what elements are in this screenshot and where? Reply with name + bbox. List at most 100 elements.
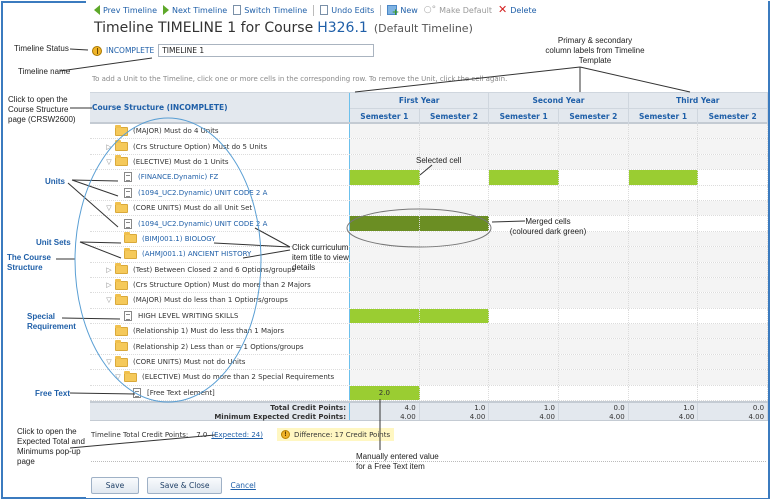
timeline-cell[interactable] bbox=[698, 185, 769, 200]
timeline-cell[interactable] bbox=[698, 200, 769, 216]
timeline-cell[interactable] bbox=[419, 200, 490, 216]
timeline-cell[interactable] bbox=[628, 185, 699, 200]
course-structure-link[interactable]: Course Structure (INCOMPLETE) bbox=[90, 93, 350, 122]
timeline-cell[interactable] bbox=[559, 277, 629, 293]
timeline-cell[interactable] bbox=[559, 262, 629, 277]
timeline-cell[interactable] bbox=[698, 324, 769, 339]
timeline-cell[interactable] bbox=[559, 370, 629, 385]
next-timeline-button[interactable]: Next Timeline bbox=[163, 5, 227, 15]
curriculum-item-link[interactable]: (AHMJ001.1) ANCIENT HISTORY bbox=[142, 250, 252, 259]
course-code-link[interactable]: H326.1 bbox=[317, 20, 368, 36]
timeline-cell[interactable] bbox=[350, 185, 420, 200]
new-button[interactable]: New bbox=[387, 5, 418, 18]
timeline-cell[interactable] bbox=[698, 154, 769, 170]
selected-cell[interactable] bbox=[628, 170, 699, 185]
selected-cell[interactable] bbox=[419, 308, 490, 324]
timeline-cell[interactable] bbox=[489, 231, 560, 247]
merged-cell[interactable] bbox=[419, 216, 490, 231]
timeline-cell[interactable] bbox=[698, 216, 769, 231]
timeline-cell[interactable] bbox=[350, 139, 420, 154]
timeline-cell[interactable] bbox=[419, 170, 490, 185]
timeline-cell[interactable] bbox=[350, 247, 420, 262]
timeline-cell[interactable] bbox=[628, 139, 699, 154]
timeline-cell[interactable] bbox=[350, 200, 420, 216]
timeline-cell[interactable] bbox=[628, 293, 699, 308]
timeline-cell[interactable] bbox=[419, 154, 490, 170]
timeline-cell[interactable] bbox=[698, 293, 769, 308]
timeline-cell[interactable] bbox=[559, 293, 629, 308]
timeline-cell[interactable] bbox=[559, 354, 629, 370]
merged-cell[interactable] bbox=[350, 216, 420, 231]
save-close-button[interactable]: Save & Close bbox=[147, 477, 223, 494]
timeline-cell[interactable] bbox=[628, 385, 699, 401]
timeline-cell[interactable] bbox=[559, 124, 629, 139]
timeline-cell[interactable] bbox=[350, 277, 420, 293]
timeline-cell[interactable] bbox=[559, 247, 629, 262]
timeline-cell[interactable] bbox=[559, 231, 629, 247]
selected-cell[interactable] bbox=[350, 170, 420, 185]
expand-toggle-icon[interactable]: ▷ bbox=[106, 142, 112, 151]
collapse-toggle-icon[interactable]: ▽ bbox=[106, 358, 112, 367]
timeline-cell[interactable] bbox=[419, 277, 490, 293]
timeline-cell[interactable] bbox=[698, 385, 769, 401]
timeline-cell[interactable] bbox=[350, 262, 420, 277]
timeline-cell[interactable] bbox=[350, 124, 420, 139]
timeline-cell[interactable] bbox=[698, 170, 769, 185]
timeline-cell[interactable] bbox=[489, 247, 560, 262]
curriculum-item-link[interactable]: (BIMJ001.1) BIOLOGY bbox=[142, 234, 216, 243]
curriculum-item-link[interactable]: (FINANCE.Dynamic) FZ bbox=[138, 173, 219, 182]
timeline-cell[interactable] bbox=[559, 200, 629, 216]
timeline-cell[interactable] bbox=[419, 339, 490, 354]
timeline-cell[interactable] bbox=[559, 154, 629, 170]
timeline-cell[interactable] bbox=[628, 200, 699, 216]
switch-timeline-button[interactable]: Switch Timeline bbox=[233, 5, 307, 15]
timeline-cell[interactable] bbox=[559, 185, 629, 200]
collapse-toggle-icon[interactable]: ▽ bbox=[106, 204, 112, 213]
delete-button[interactable]: ✕ Delete bbox=[498, 3, 537, 16]
timeline-cell[interactable] bbox=[628, 262, 699, 277]
timeline-cell[interactable] bbox=[489, 354, 560, 370]
curriculum-item-link[interactable]: (1094_UC2.Dynamic) UNIT CODE 2 A bbox=[138, 219, 268, 228]
timeline-cell[interactable] bbox=[489, 185, 560, 200]
timeline-cell[interactable] bbox=[698, 277, 769, 293]
timeline-cell[interactable] bbox=[698, 354, 769, 370]
timeline-cell[interactable] bbox=[350, 339, 420, 354]
timeline-cell[interactable] bbox=[628, 370, 699, 385]
timeline-cell[interactable] bbox=[419, 185, 490, 200]
timeline-cell[interactable] bbox=[628, 231, 699, 247]
timeline-cell[interactable] bbox=[489, 139, 560, 154]
timeline-cell[interactable] bbox=[489, 154, 560, 170]
timeline-cell[interactable] bbox=[489, 308, 560, 324]
timeline-cell[interactable] bbox=[698, 231, 769, 247]
timeline-cell[interactable] bbox=[419, 262, 490, 277]
timeline-cell[interactable] bbox=[489, 385, 560, 401]
timeline-cell[interactable] bbox=[628, 154, 699, 170]
selected-cell[interactable] bbox=[350, 308, 420, 324]
save-button[interactable]: Save bbox=[91, 477, 139, 494]
timeline-cell[interactable] bbox=[628, 308, 699, 324]
timeline-cell[interactable] bbox=[419, 293, 490, 308]
timeline-name-input[interactable] bbox=[158, 44, 375, 57]
timeline-cell[interactable] bbox=[698, 262, 769, 277]
timeline-cell[interactable] bbox=[559, 139, 629, 154]
timeline-cell[interactable] bbox=[350, 231, 420, 247]
timeline-cell[interactable] bbox=[628, 324, 699, 339]
timeline-cell[interactable] bbox=[489, 216, 560, 231]
timeline-cell[interactable] bbox=[698, 308, 769, 324]
expected-total-link[interactable]: (Expected: 24) bbox=[211, 430, 263, 439]
timeline-cell[interactable] bbox=[489, 324, 560, 339]
prev-timeline-button[interactable]: Prev Timeline bbox=[94, 5, 157, 15]
timeline-cell[interactable] bbox=[350, 293, 420, 308]
timeline-cell[interactable] bbox=[628, 354, 699, 370]
make-default-button[interactable]: ○° Make Default bbox=[423, 5, 493, 15]
timeline-cell[interactable] bbox=[350, 324, 420, 339]
timeline-cell[interactable] bbox=[419, 354, 490, 370]
timeline-cell[interactable] bbox=[698, 139, 769, 154]
timeline-cell[interactable] bbox=[419, 385, 490, 401]
timeline-cell[interactable] bbox=[559, 339, 629, 354]
timeline-cell[interactable] bbox=[489, 124, 560, 139]
expand-toggle-icon[interactable]: ▷ bbox=[106, 265, 112, 274]
timeline-cell[interactable] bbox=[350, 154, 420, 170]
timeline-cell[interactable] bbox=[489, 339, 560, 354]
timeline-cell[interactable] bbox=[628, 216, 699, 231]
